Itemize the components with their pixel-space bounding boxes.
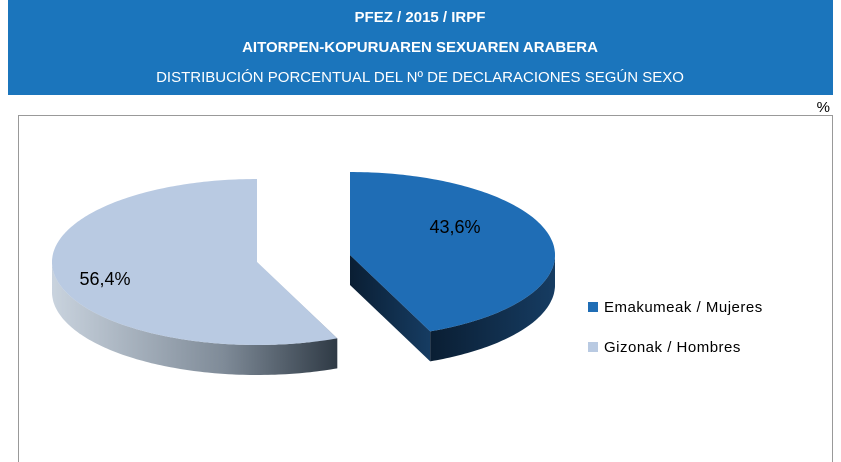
title-line: AITORPEN-KOPURUAREN SEXUAREN ARABERA (242, 39, 598, 56)
legend-swatch (588, 302, 598, 312)
slice-side (52, 262, 338, 375)
slice-side (350, 255, 431, 362)
data-label: 43,6% (429, 217, 480, 237)
header-band (8, 0, 833, 95)
title-line: PFEZ / 2015 / IRPF (355, 9, 486, 26)
slice-side (430, 255, 555, 362)
slice (52, 179, 338, 345)
legend-label: Gizonak / Hombres (604, 339, 741, 356)
legend-swatch (588, 342, 598, 352)
slice (350, 172, 555, 332)
legend-label: Emakumeak / Mujeres (604, 299, 763, 316)
plot-frame (18, 115, 833, 462)
unit-label: % (817, 99, 830, 116)
data-label: 56,4% (79, 269, 130, 289)
title-line: DISTRIBUCIÓN PORCENTUAL DEL Nº DE DECLAR… (156, 69, 684, 86)
pie: 43,6% 56,4% (52, 172, 555, 375)
